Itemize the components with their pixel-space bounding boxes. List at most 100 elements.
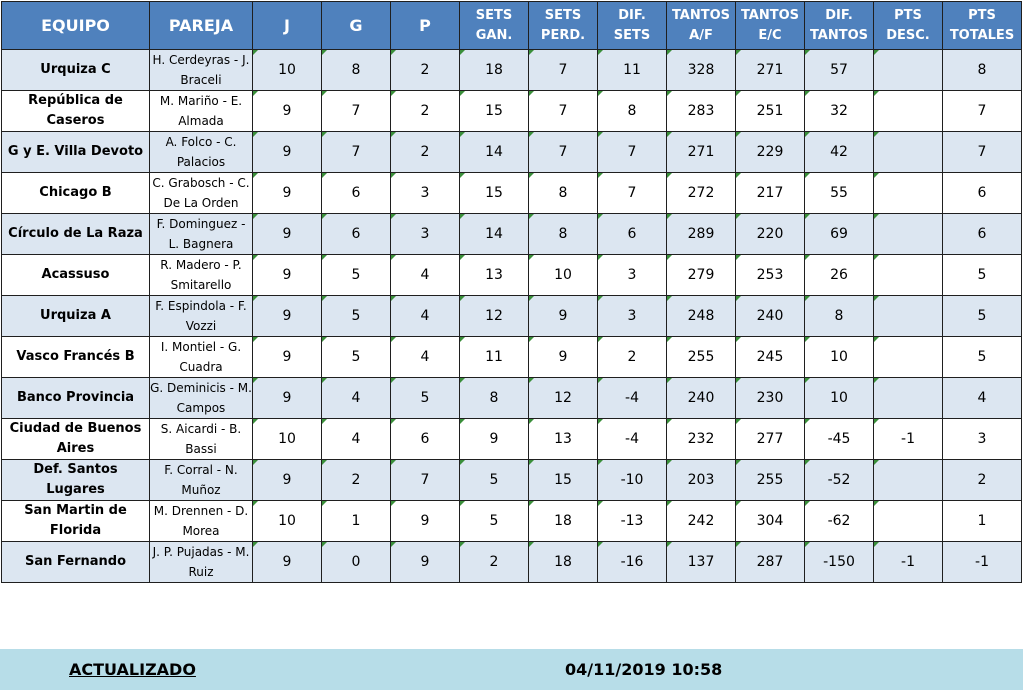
cell-sets-perd: 13 bbox=[528, 418, 598, 460]
column-header-equipo: EQUIPO bbox=[1, 1, 150, 50]
column-header-pareja: PAREJA bbox=[149, 1, 253, 50]
cell-pareja: F. Espindola - F. Vozzi bbox=[149, 295, 253, 337]
cell-p: 4 bbox=[390, 336, 460, 378]
standings-table: EQUIPO PAREJA J G P SETS GAN. SETS PERD. DIF. S… bbox=[1, 1, 1022, 583]
cell-pts-totales: 7 bbox=[942, 90, 1022, 132]
cell-tantos-ec: 287 bbox=[735, 541, 805, 583]
cell-dif-tantos: 55 bbox=[804, 172, 874, 214]
cell-p: 3 bbox=[390, 213, 460, 255]
cell-j: 9 bbox=[252, 295, 322, 337]
cell-dif-sets: -13 bbox=[597, 500, 667, 542]
cell-equipo: Ciudad de Buenos Aires bbox=[1, 418, 150, 460]
cell-pts-desc bbox=[873, 49, 943, 91]
cell-equipo: Vasco Francés B bbox=[1, 336, 150, 378]
cell-pareja: M. Mariño - E. Almada bbox=[149, 90, 253, 132]
cell-pts-desc bbox=[873, 213, 943, 255]
cell-g: 5 bbox=[321, 336, 391, 378]
cell-sets-gan: 11 bbox=[459, 336, 529, 378]
cell-pareja: M. Drennen - D. Morea bbox=[149, 500, 253, 542]
cell-tantos-ec: 277 bbox=[735, 418, 805, 460]
cell-pts-desc bbox=[873, 295, 943, 337]
cell-dif-tantos: 42 bbox=[804, 131, 874, 173]
cell-dif-sets: -4 bbox=[597, 418, 667, 460]
cell-tantos-ec: 220 bbox=[735, 213, 805, 255]
cell-dif-sets: -16 bbox=[597, 541, 667, 583]
cell-pts-totales: 6 bbox=[942, 172, 1022, 214]
cell-g: 6 bbox=[321, 172, 391, 214]
cell-tantos-ec: 304 bbox=[735, 500, 805, 542]
cell-dif-sets: -4 bbox=[597, 377, 667, 419]
cell-pts-desc bbox=[873, 336, 943, 378]
cell-dif-tantos: -45 bbox=[804, 418, 874, 460]
cell-tantos-ec: 240 bbox=[735, 295, 805, 337]
cell-sets-gan: 8 bbox=[459, 377, 529, 419]
cell-g: 4 bbox=[321, 418, 391, 460]
cell-pts-totales: 8 bbox=[942, 49, 1022, 91]
cell-dif-tantos: 10 bbox=[804, 336, 874, 378]
updated-timestamp: 04/11/2019 10:58 bbox=[565, 660, 723, 679]
cell-g: 7 bbox=[321, 131, 391, 173]
cell-pts-totales: 5 bbox=[942, 254, 1022, 296]
cell-sets-perd: 8 bbox=[528, 172, 598, 214]
column-header-p: P bbox=[390, 1, 460, 50]
cell-pareja: R. Madero - P. Smitarello bbox=[149, 254, 253, 296]
cell-tantos-af: 271 bbox=[666, 131, 736, 173]
cell-tantos-af: 137 bbox=[666, 541, 736, 583]
cell-j: 9 bbox=[252, 254, 322, 296]
cell-tantos-af: 248 bbox=[666, 295, 736, 337]
table-row: Acassuso R. Madero - P. Smitarello 9 5 4 13 10… bbox=[1, 254, 1022, 296]
cell-pareja: I. Montiel - G. Cuadra bbox=[149, 336, 253, 378]
cell-sets-perd: 15 bbox=[528, 459, 598, 501]
cell-pts-totales: 4 bbox=[942, 377, 1022, 419]
cell-sets-perd: 12 bbox=[528, 377, 598, 419]
cell-j: 10 bbox=[252, 418, 322, 460]
cell-pts-totales: 5 bbox=[942, 295, 1022, 337]
updated-label: ACTUALIZADO bbox=[69, 660, 196, 679]
cell-dif-sets: 3 bbox=[597, 254, 667, 296]
table-row: República de Caseros M. Mariño - E. Almad… bbox=[1, 90, 1022, 132]
cell-sets-perd: 18 bbox=[528, 541, 598, 583]
cell-p: 3 bbox=[390, 172, 460, 214]
cell-equipo: Def. Santos Lugares bbox=[1, 459, 150, 501]
column-header-tantos-af: TANTOS A/F bbox=[666, 1, 736, 50]
cell-tantos-ec: 230 bbox=[735, 377, 805, 419]
cell-dif-tantos: 32 bbox=[804, 90, 874, 132]
cell-p: 7 bbox=[390, 459, 460, 501]
cell-sets-perd: 7 bbox=[528, 90, 598, 132]
cell-j: 9 bbox=[252, 213, 322, 255]
cell-dif-sets: -10 bbox=[597, 459, 667, 501]
cell-g: 5 bbox=[321, 295, 391, 337]
cell-dif-tantos: -52 bbox=[804, 459, 874, 501]
cell-g: 8 bbox=[321, 49, 391, 91]
cell-j: 9 bbox=[252, 377, 322, 419]
cell-dif-sets: 6 bbox=[597, 213, 667, 255]
column-header-pts-totales: PTS TOTALES bbox=[942, 1, 1022, 50]
cell-pts-desc bbox=[873, 459, 943, 501]
header-row: EQUIPO PAREJA J G P SETS GAN. SETS PERD. DIF. S… bbox=[1, 1, 1022, 50]
cell-pareja: H. Cerdeyras - J. Braceli bbox=[149, 49, 253, 91]
table-row: San Martin de Florida M. Drennen - D. Mor… bbox=[1, 500, 1022, 542]
cell-pts-totales: 6 bbox=[942, 213, 1022, 255]
cell-dif-tantos: 57 bbox=[804, 49, 874, 91]
cell-equipo: G y E. Villa Devoto bbox=[1, 131, 150, 173]
cell-dif-sets: 11 bbox=[597, 49, 667, 91]
cell-equipo: Chicago B bbox=[1, 172, 150, 214]
cell-dif-sets: 8 bbox=[597, 90, 667, 132]
cell-p: 2 bbox=[390, 90, 460, 132]
cell-pts-totales: 1 bbox=[942, 500, 1022, 542]
column-header-dif-tantos: DIF. TANTOS bbox=[804, 1, 874, 50]
cell-pareja: F. Corral - N. Muñoz bbox=[149, 459, 253, 501]
cell-j: 10 bbox=[252, 500, 322, 542]
cell-tantos-af: 203 bbox=[666, 459, 736, 501]
cell-p: 9 bbox=[390, 500, 460, 542]
cell-tantos-af: 328 bbox=[666, 49, 736, 91]
cell-pts-totales: 7 bbox=[942, 131, 1022, 173]
cell-pareja: F. Dominguez - L. Bagnera bbox=[149, 213, 253, 255]
cell-pts-totales: 5 bbox=[942, 336, 1022, 378]
cell-sets-perd: 8 bbox=[528, 213, 598, 255]
cell-tantos-af: 279 bbox=[666, 254, 736, 296]
cell-dif-tantos: 26 bbox=[804, 254, 874, 296]
cell-p: 5 bbox=[390, 377, 460, 419]
cell-tantos-ec: 255 bbox=[735, 459, 805, 501]
update-footer: ACTUALIZADO 04/11/2019 10:58 bbox=[0, 649, 1023, 690]
